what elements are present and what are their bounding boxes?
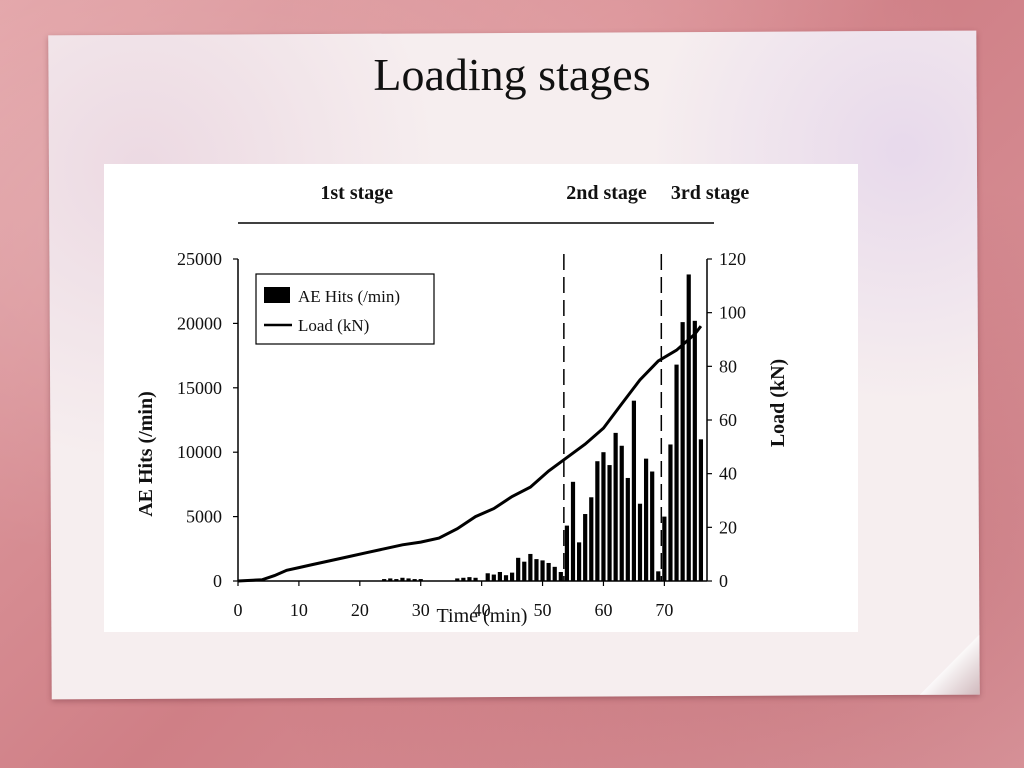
- ae-hits-bar: [418, 579, 423, 581]
- y-tick-label: 5000: [186, 507, 222, 527]
- ae-hits-bar: [388, 578, 393, 581]
- ae-hits-bar: [692, 320, 697, 581]
- x-tick-label: 10: [290, 600, 308, 620]
- chart-legend: AE Hits (/min) Load (kN): [255, 273, 435, 345]
- y-tick-label: 0: [213, 571, 222, 591]
- y-axis-label: AE Hits (/min): [135, 391, 157, 517]
- y2-axis-label: Load (kN): [767, 359, 789, 447]
- y2-tick-label: 120: [719, 249, 746, 269]
- x-axis-label: Time (min): [437, 605, 528, 627]
- ae-hits-bar: [534, 559, 539, 581]
- ae-hits-bar: [637, 503, 643, 581]
- slide-title: Loading stages: [373, 49, 651, 100]
- x-tick-label: 70: [655, 600, 673, 620]
- legend-box: [255, 273, 435, 345]
- ae-hits-bar: [546, 562, 551, 581]
- y-tick-label: 25000: [177, 249, 222, 269]
- x-tick-label: 20: [351, 600, 369, 620]
- ae-hits-bar: [473, 577, 478, 581]
- ae-hits-bar: [619, 445, 624, 581]
- ae-hits-bar: [503, 575, 509, 581]
- ae-hits-bar: [382, 579, 387, 581]
- ae-hits-bar: [625, 477, 630, 581]
- y2-tick-label: 40: [719, 464, 737, 484]
- y2-tick-label: 100: [719, 303, 746, 323]
- legend-label-ae-hits: AE Hits (/min): [298, 287, 400, 306]
- ae-hits-bar: [461, 577, 466, 581]
- ae-hits-bar: [509, 572, 515, 581]
- x-tick-label: 60: [594, 600, 612, 620]
- stage-label: 1st stage: [320, 182, 393, 204]
- chart-container: 1st stage 2nd stage 3rd stage 0 5000 10000 15…: [104, 164, 858, 632]
- ae-hits-bar: [485, 573, 490, 581]
- ae-hits-bar: [528, 553, 533, 581]
- ae-hits-bar: [601, 452, 606, 581]
- page-curl: [919, 635, 979, 695]
- legend-swatch-ae-hits: [264, 287, 290, 303]
- ae-hits-bar: [595, 461, 600, 581]
- y2-tick-label: 60: [719, 410, 737, 430]
- ae-hits-bar: [522, 561, 527, 581]
- ae-hits-bar: [552, 566, 557, 581]
- ae-hits-bar: [643, 458, 649, 581]
- ae-hits-bar: [394, 579, 399, 581]
- ae-hits-bar: [491, 574, 496, 581]
- x-tick-label: 40: [473, 600, 491, 620]
- x-tick-label: 0: [234, 600, 243, 620]
- ae-hits-bar: [589, 497, 594, 581]
- load-line-group: [237, 325, 703, 583]
- y2-tick-label: 0: [719, 571, 728, 591]
- ae-hits-bar: [516, 557, 521, 581]
- ae-hits-bar: [650, 471, 655, 581]
- ae-hits-bar: [540, 560, 545, 581]
- ae-hits-bar: [662, 516, 667, 581]
- y-tick-label: 15000: [177, 378, 222, 398]
- ae-hits-bar: [558, 571, 563, 581]
- ae-hits-bars: [382, 274, 704, 581]
- chart-axes: 0500010000150002000025000020406080100120…: [177, 249, 746, 620]
- y-tick-label: 10000: [177, 442, 222, 462]
- y2-tick-label: 20: [719, 517, 737, 537]
- stage-labels: 1st stage 2nd stage 3rd stage: [320, 182, 749, 204]
- ae-hits-bar: [680, 322, 685, 581]
- ae-hits-bar: [564, 525, 570, 581]
- ae-hits-bar: [631, 400, 637, 581]
- ae-hits-bar: [613, 432, 618, 581]
- y2-tick-label: 80: [719, 356, 737, 376]
- ae-hits-bar: [406, 578, 411, 581]
- legend-label-load: Load (kN): [298, 316, 369, 335]
- ae-load-chart: 1st stage 2nd stage 3rd stage 050001000015…: [135, 182, 789, 627]
- ae-hits-bar: [400, 577, 405, 581]
- ae-hits-bar: [455, 578, 460, 581]
- x-tick-label: 30: [412, 600, 430, 620]
- ae-hits-bar: [686, 274, 691, 581]
- ae-hits-bar: [467, 577, 472, 581]
- load-line: [237, 325, 703, 583]
- y-tick-label: 20000: [177, 313, 222, 333]
- ae-hits-bar: [497, 571, 503, 581]
- stage-label: 2nd stage: [566, 182, 647, 204]
- ae-hits-bar: [570, 481, 576, 581]
- ae-hits-bar: [576, 542, 582, 581]
- stage-label: 3rd stage: [671, 182, 749, 204]
- ae-hits-bar: [656, 571, 661, 581]
- x-tick-label: 50: [534, 600, 552, 620]
- ae-hits-bar: [668, 444, 673, 581]
- ae-hits-bar: [674, 364, 679, 581]
- ae-hits-bar: [412, 579, 417, 581]
- ae-hits-bar: [607, 465, 612, 581]
- ae-hits-bar: [583, 514, 588, 581]
- ae-hits-bar: [698, 439, 704, 581]
